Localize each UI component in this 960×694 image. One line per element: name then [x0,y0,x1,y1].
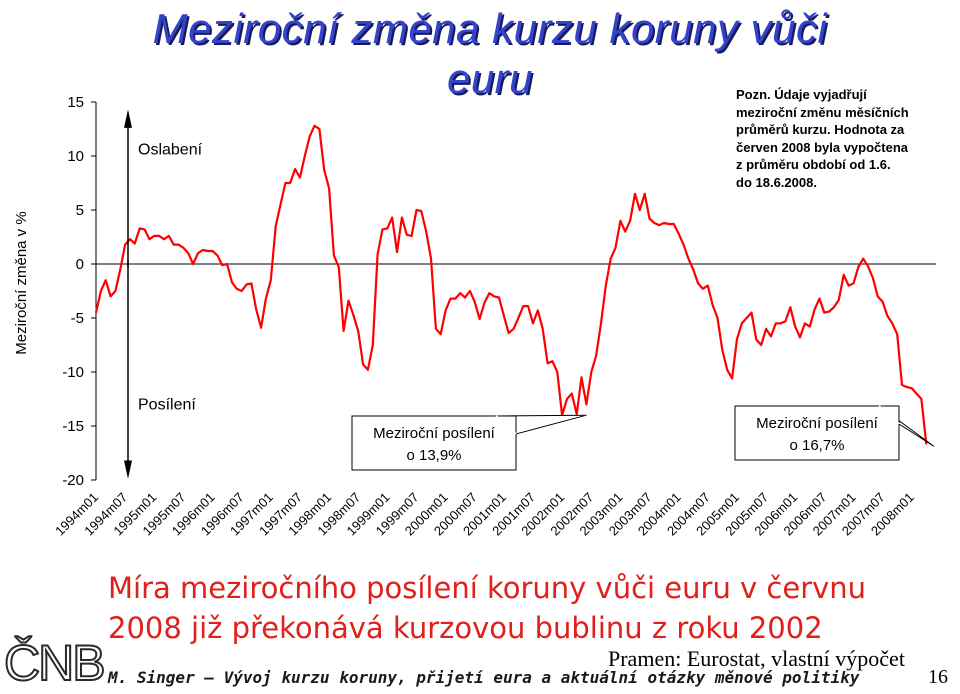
note-line: meziroční změnu měsíčních [736,104,909,120]
depreciation-label: Posílení [138,396,196,413]
appreciation-label: Oslabení [138,142,203,159]
callout-2008-joint [878,405,900,425]
source-text: Pramen: Eurostat, vlastní výpočet [608,646,905,671]
note-line: z průměru období od 1.6. [736,157,891,172]
y-tick-label: -15 [62,418,84,435]
y-tick-label: -20 [62,472,84,489]
callout-2002-text: Meziroční posílení [373,425,496,442]
callout-2002-joint [495,415,517,435]
note-line: červen 2008 byla vypočtena [736,139,908,155]
callout-2002-box [351,415,517,471]
cnb-logo: ČNB [3,634,106,690]
y-tick-label: 10 [67,148,84,165]
callout-2008-box [734,405,900,461]
y-tick-label: -10 [62,364,84,381]
callout-2008-text: Meziroční posílení [756,415,879,432]
page-number: 16 [928,666,948,688]
callout-2002-text: o 13,9% [406,447,461,464]
footer-text: M. Singer – Vývoj kurzu koruny, přijetí … [108,668,860,687]
appreciation-arrowhead [124,109,132,128]
slide-title-line-1: Meziroční změna kurzu koruny vůči [152,5,828,52]
headline-line-1: Míra meziročního posílení koruny vůči eu… [108,571,867,605]
y-axis-label: Meziroční změna v % [13,211,30,354]
note-line: průměrů kurzu. Hodnota za [736,122,905,137]
y-tick-label: 5 [76,202,84,219]
slide-title: Meziroční změna kurzu koruny vůči euru [70,4,910,104]
headline-line-2: 2008 již překonává kurzovou bublinu z ro… [108,611,823,645]
chart-note: Pozn. Údaje vyjadřují meziroční změnu mě… [736,86,936,191]
svg-text:ČNB: ČNB [4,635,104,690]
y-tick-label: -5 [71,310,84,327]
depreciation-arrowhead [124,460,132,479]
y-tick-label: 15 [67,94,84,111]
headline: Míra meziročního posílení koruny vůči eu… [108,568,948,648]
note-line: Pozn. Údaje vyjadřují [736,87,867,102]
callout-2008-text: o 16,7% [789,437,844,454]
slide-title-line-2: euru [446,55,534,102]
series-line [94,124,928,445]
y-tick-label: 0 [76,256,84,273]
note-line: do 18.6.2008. [736,174,817,190]
